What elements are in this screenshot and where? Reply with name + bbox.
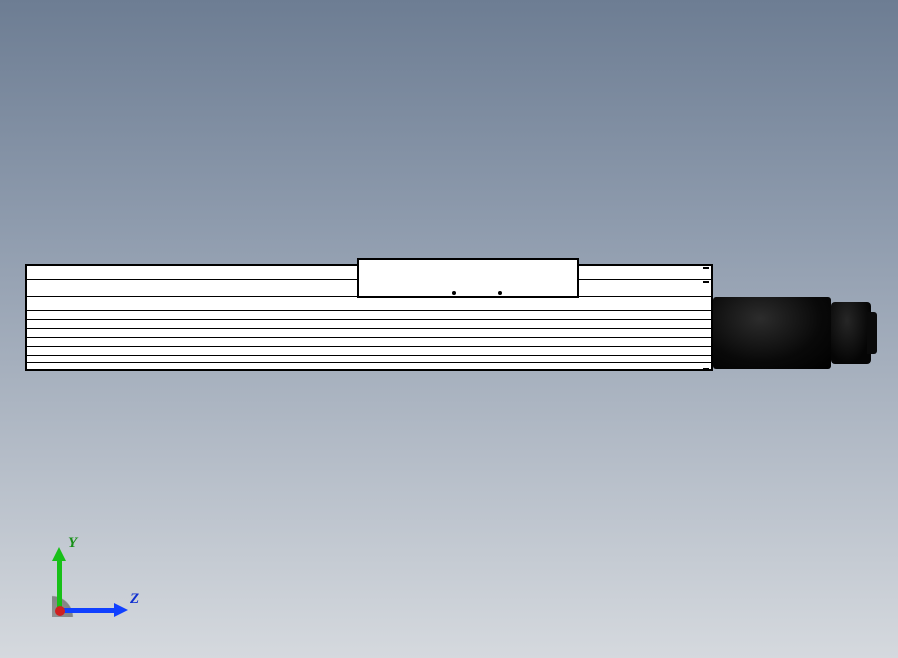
rail-groove [25,328,713,329]
motor-cap [831,302,871,364]
endcap-tick [703,267,709,269]
rail-groove [25,337,713,338]
axis-x-into-screen [55,606,65,616]
motor-body [713,297,831,369]
carriage-block [357,258,579,298]
carriage-hole [452,291,456,295]
axis-z-label: Z [130,591,139,608]
motor-rear [867,312,877,354]
axis-y [57,559,62,611]
rail-groove [25,355,713,356]
endcap-tick [703,281,709,283]
cad-viewport[interactable]: Y Z [0,0,898,658]
rail-groove [25,362,713,363]
axis-y-label: Y [68,535,77,552]
orientation-triad[interactable]: Y Z [42,535,132,625]
rail-groove [25,310,713,311]
carriage-hole [498,291,502,295]
rail-groove [25,346,713,347]
axis-z [60,608,116,613]
rail-groove [25,319,713,320]
endcap-tick [703,368,709,370]
